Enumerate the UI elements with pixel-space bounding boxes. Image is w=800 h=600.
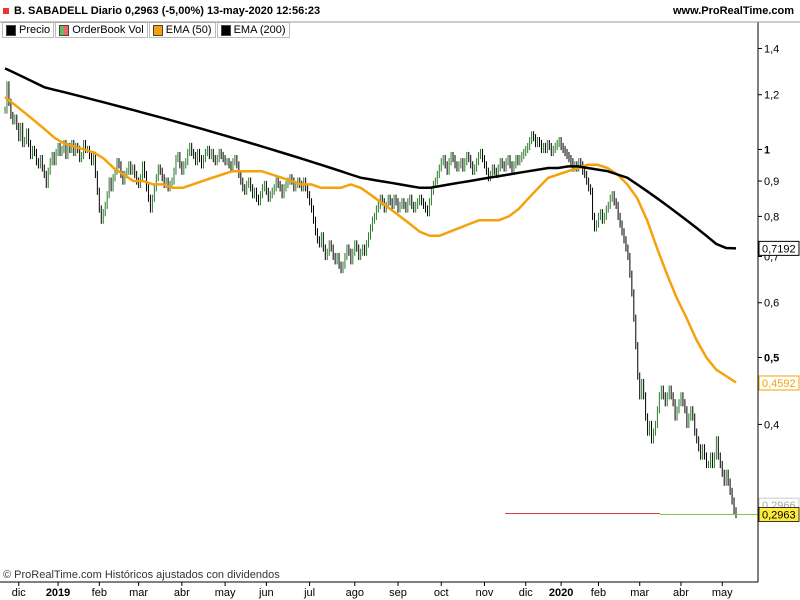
value-label-text: 0,2966 <box>762 500 796 512</box>
x-tick-label: 2020 <box>549 587 573 599</box>
footer-note: © ProRealTime.com Históricos ajustados c… <box>3 569 280 581</box>
series-line-ema-200- <box>4 67 737 250</box>
x-tick-label: 2019 <box>46 587 70 599</box>
y-tick-label: 1,4 <box>764 43 779 55</box>
x-tick-label: sep <box>389 587 407 599</box>
y-tick-label: 0,4 <box>764 419 779 431</box>
x-tick-label: jun <box>258 587 274 599</box>
value-label-box <box>758 375 800 391</box>
y-tick-label: 0,5 <box>764 352 779 364</box>
value-label-box <box>758 506 800 522</box>
y-tick-label: 0,6 <box>764 298 779 310</box>
y-tick-label: 0,8 <box>764 211 779 223</box>
ema200-swatch-icon <box>220 24 231 36</box>
instrument-marker-icon <box>3 8 9 14</box>
value-label: 0,2963 <box>758 506 800 522</box>
x-tick-label: ago <box>346 587 364 599</box>
value-label-text: 0,2963 <box>762 509 796 521</box>
chart-title: B. SABADELL Diario 0,2963 (-5,00%) 13-ma… <box>14 5 321 17</box>
brand-link[interactable]: www.ProRealTime.com <box>672 5 794 17</box>
price-swatch-icon <box>6 24 16 36</box>
value-label: 0,4592 <box>758 375 800 391</box>
value-label-text: 0,4592 <box>762 378 796 390</box>
x-tick-label: abr <box>673 587 689 599</box>
x-tick-label: mar <box>129 587 148 599</box>
legend-item-orderbook[interactable]: OrderBook Vol <box>55 22 148 38</box>
x-tick-label: oct <box>434 587 449 599</box>
x-tick-label: mar <box>630 587 649 599</box>
legend-label: EMA (200) <box>233 24 286 36</box>
x-tick-label: may <box>215 587 236 599</box>
value-label-box <box>758 240 800 256</box>
x-tick-label: jul <box>303 587 315 599</box>
x-tick-label: abr <box>174 587 190 599</box>
x-tick-label: may <box>712 587 733 599</box>
x-tick-label: feb <box>92 587 107 599</box>
legend-label: Precio <box>19 24 51 36</box>
y-tick-label: 0,9 <box>764 176 779 188</box>
y-tick-label: 1 <box>764 144 770 156</box>
chart-header: B. SABADELL Diario 0,2963 (-5,00%) 13-ma… <box>0 0 800 22</box>
x-tick-label: feb <box>591 587 606 599</box>
y-tick-label: 1,2 <box>764 90 779 102</box>
value-label-text: 0,7192 <box>762 243 796 255</box>
legend-label: OrderBook Vol <box>72 24 144 36</box>
value-label: 0,7192 <box>758 240 800 256</box>
ema50-swatch-icon <box>152 24 163 36</box>
orderbook-swatch-icon <box>59 24 70 36</box>
legend-label: EMA (50) <box>165 24 212 36</box>
x-tick-label: dic <box>12 587 27 599</box>
x-tick-label: dic <box>519 587 534 599</box>
x-tick-label: nov <box>476 587 494 599</box>
